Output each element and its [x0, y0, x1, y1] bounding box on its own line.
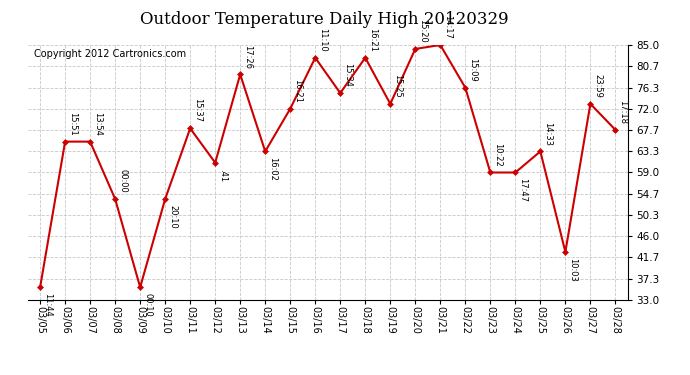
Text: 14:33: 14:33 — [543, 122, 553, 146]
Text: 17:18: 17:18 — [618, 100, 627, 124]
Text: 15:20: 15:20 — [418, 19, 427, 43]
Text: 17:26: 17:26 — [243, 45, 253, 69]
Text: 13:54: 13:54 — [93, 112, 102, 136]
Text: Copyright 2012 Cartronics.com: Copyright 2012 Cartronics.com — [34, 49, 186, 59]
Text: 15:51: 15:51 — [68, 112, 77, 136]
Text: 15:25: 15:25 — [393, 74, 402, 98]
Text: 11:44: 11:44 — [43, 293, 52, 317]
Text: .41: .41 — [218, 169, 227, 182]
Text: 00:00: 00:00 — [118, 170, 127, 193]
Text: 15:37: 15:37 — [193, 99, 202, 123]
Text: Outdoor Temperature Daily High 20120329: Outdoor Temperature Daily High 20120329 — [140, 11, 509, 28]
Text: 17:47: 17:47 — [518, 178, 527, 203]
Text: 15:34: 15:34 — [343, 63, 353, 87]
Text: 15:09: 15:09 — [469, 58, 477, 82]
Text: 23:59: 23:59 — [593, 74, 602, 98]
Text: 16:21: 16:21 — [368, 28, 377, 52]
Text: 11:10: 11:10 — [318, 28, 327, 52]
Text: 00:10: 00:10 — [143, 293, 152, 317]
Text: 16:02: 16:02 — [268, 157, 277, 181]
Text: 20:10: 20:10 — [168, 205, 177, 229]
Text: 10:22: 10:22 — [493, 143, 502, 166]
Text: 16:21: 16:21 — [293, 79, 302, 103]
Text: 10:03: 10:03 — [569, 258, 578, 282]
Text: 14:17: 14:17 — [443, 15, 453, 39]
